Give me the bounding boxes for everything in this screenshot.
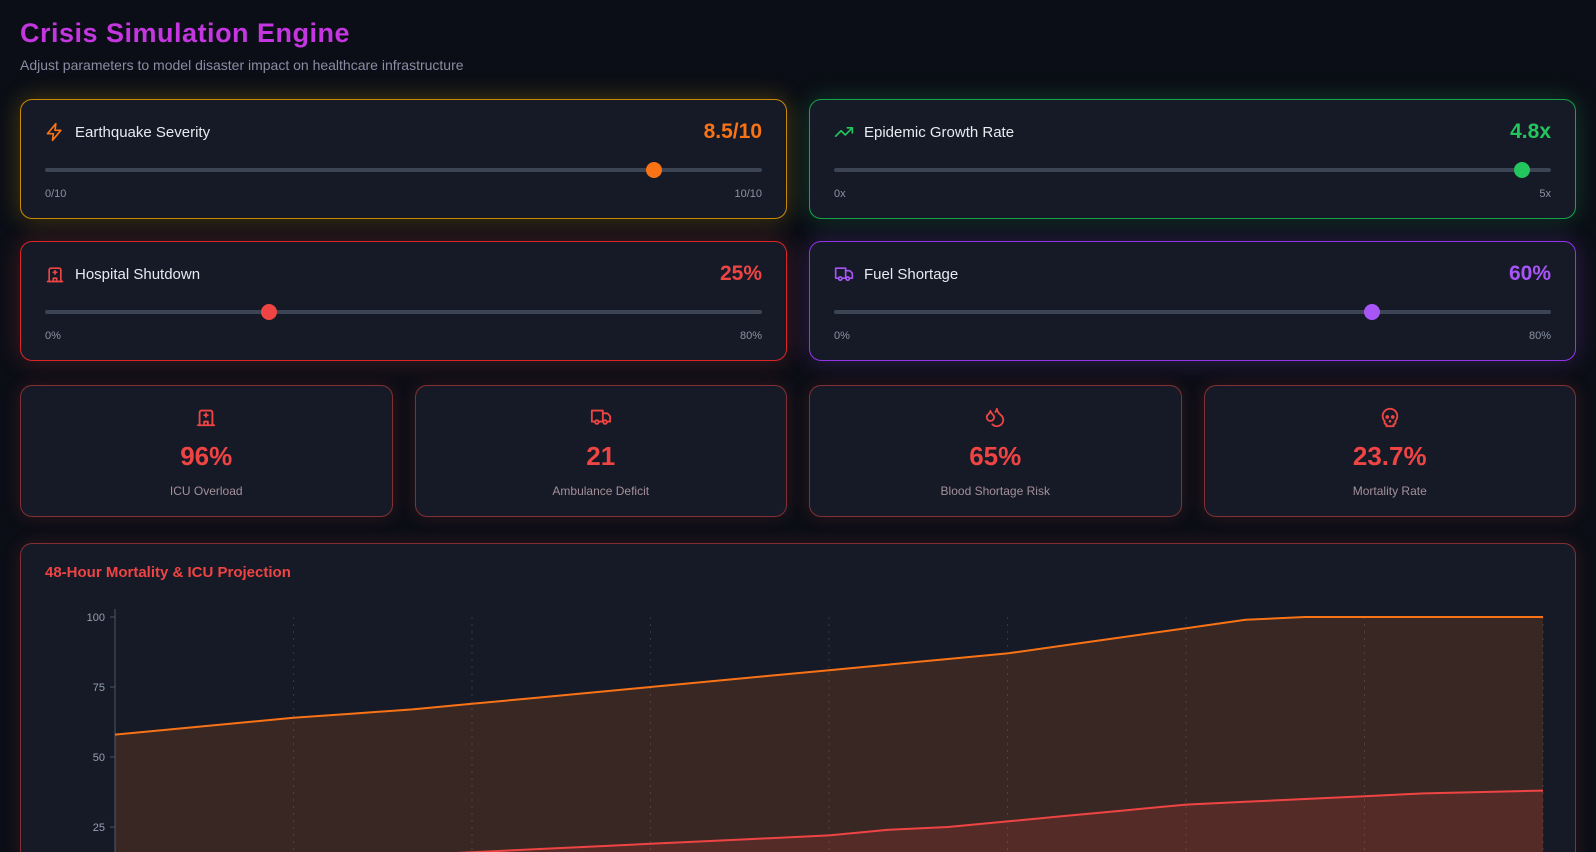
param-card-fuel-shortage: Fuel Shortage 60% 0% 80% <box>809 241 1576 361</box>
slider-thumb[interactable] <box>261 304 278 320</box>
slider-thumb[interactable] <box>1363 304 1380 320</box>
stat-label: Blood Shortage Risk <box>940 484 1050 498</box>
param-label: Epidemic Growth Rate <box>864 123 1015 141</box>
slider-thumb[interactable] <box>646 162 663 178</box>
hospital-icon <box>195 406 217 428</box>
slider-max-label: 5x <box>1539 188 1551 200</box>
trending-up-icon <box>834 122 854 142</box>
param-value: 4.8x <box>1510 120 1551 143</box>
slider-max-label: 80% <box>739 330 762 342</box>
svg-text:25: 25 <box>93 822 105 834</box>
hospital-icon <box>45 264 65 284</box>
param-card-hospital-shutdown: Hospital Shutdown 25% 0% 80% <box>20 241 787 361</box>
slider-max-label: 10/10 <box>734 188 762 200</box>
slider-min-label: 0/10 <box>45 188 67 200</box>
stat-value: 21 <box>586 441 616 471</box>
param-label: Fuel Shortage <box>864 265 959 283</box>
epidemic-growth-slider[interactable] <box>834 162 1551 178</box>
stats-grid: 96% ICU Overload 21 Ambulance Deficit 65… <box>20 385 1576 517</box>
hospital-shutdown-slider[interactable] <box>45 304 762 320</box>
stat-label: Mortality Rate <box>1352 484 1427 498</box>
stat-label: ICU Overload <box>169 484 243 498</box>
slider-min-label: 0x <box>834 188 846 200</box>
truck-icon <box>834 264 854 284</box>
stat-value: 96% <box>180 441 233 471</box>
param-value: 60% <box>1508 262 1551 285</box>
page-subtitle: Adjust parameters to model disaster impa… <box>20 57 464 73</box>
svg-text:100: 100 <box>87 612 105 624</box>
slider-track[interactable] <box>45 310 762 314</box>
param-value: 25% <box>719 262 762 285</box>
zap-icon <box>45 122 65 142</box>
chart-title: 48-Hour Mortality & ICU Projection <box>45 564 291 581</box>
stat-label: Ambulance Deficit <box>552 484 650 498</box>
stat-card-blood-shortage: 65% Blood Shortage Risk <box>809 385 1182 517</box>
param-value: 8.5/10 <box>703 120 762 143</box>
parameter-grid: Earthquake Severity 8.5/10 0/10 10/10 Ep… <box>20 99 1576 361</box>
page-title: Crisis Simulation Engine <box>20 18 351 48</box>
fuel-shortage-slider[interactable] <box>834 304 1551 320</box>
stat-value: 65% <box>969 441 1022 471</box>
svg-text:75: 75 <box>93 682 105 694</box>
projection-chart-card: 48-Hour Mortality & ICU Projection 02550… <box>20 543 1576 852</box>
slider-track[interactable] <box>834 168 1551 172</box>
stat-card-icu-overload: 96% ICU Overload <box>20 385 393 517</box>
skull-icon <box>1379 406 1401 428</box>
stat-card-mortality-rate: 23.7% Mortality Rate <box>1203 385 1576 517</box>
param-label: Hospital Shutdown <box>75 265 201 283</box>
earthquake-severity-slider[interactable] <box>45 162 762 178</box>
slider-max-label: 80% <box>1528 330 1551 342</box>
stat-card-ambulance-deficit: 21 Ambulance Deficit <box>414 385 787 517</box>
param-card-epidemic: Epidemic Growth Rate 4.8x 0x 5x <box>809 99 1576 219</box>
slider-thumb[interactable] <box>1514 162 1531 178</box>
param-label: Earthquake Severity <box>75 123 211 141</box>
ambulance-icon <box>590 406 612 428</box>
slider-track[interactable] <box>45 168 762 172</box>
page-header: Crisis Simulation Engine Adjust paramete… <box>20 18 1576 73</box>
param-card-earthquake: Earthquake Severity 8.5/10 0/10 10/10 <box>20 99 787 219</box>
stat-value: 23.7% <box>1352 441 1427 471</box>
droplets-icon <box>984 406 1006 428</box>
slider-track[interactable] <box>834 310 1551 314</box>
slider-min-label: 0% <box>45 330 61 342</box>
slider-min-label: 0% <box>834 330 850 342</box>
projection-chart: 0255075100 <box>87 609 1544 852</box>
svg-text:50: 50 <box>93 752 105 764</box>
